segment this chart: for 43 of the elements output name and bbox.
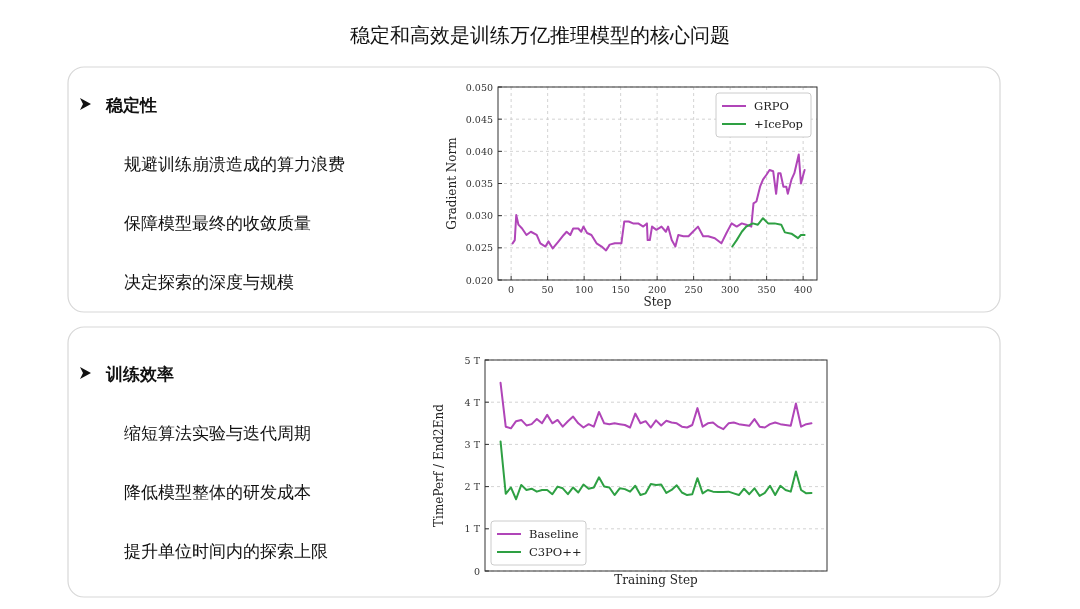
legend-label: GRPO	[754, 99, 790, 113]
y-tick-label: 0.030	[465, 210, 493, 222]
text: 保障模型最终的收敛质量	[124, 213, 311, 233]
x-tick-label: 150	[611, 284, 630, 295]
y-tick-label: 0.040	[465, 145, 493, 157]
y-tick-label: 0.045	[465, 113, 493, 125]
legend-label: +IcePop	[754, 117, 803, 131]
text: 稳定和高效是训练万亿推理模型的核心问题	[350, 23, 730, 47]
y-tick-label: 5 T	[464, 354, 481, 366]
x-tick-label: 200	[648, 284, 667, 295]
x-tick-label: 50	[541, 284, 554, 295]
x-tick-label: 350	[757, 284, 776, 295]
x-axis-title: Training Step	[614, 573, 698, 587]
line-series	[499, 440, 813, 501]
text: 缩短算法实验与迭代周期	[124, 423, 311, 443]
text: 提升单位时间内的探索上限	[124, 541, 328, 561]
y-axis-title: TimePerf / End2End	[432, 403, 446, 527]
x-tick-label: 400	[794, 284, 813, 295]
y-axis-title: Gradient Norm	[445, 136, 459, 230]
x-tick-label: 0	[508, 284, 515, 295]
y-tick-label: 0.020	[465, 274, 493, 286]
x-tick-label: 300	[721, 284, 740, 295]
x-tick-label: 250	[684, 284, 703, 295]
legend-label: Baseline	[529, 527, 579, 541]
y-tick-label: 0.025	[465, 242, 493, 254]
y-tick-label: 0.050	[465, 81, 493, 93]
x-axis-title: Step	[643, 295, 672, 309]
y-tick-label: 0	[473, 565, 480, 577]
text: 稳定性	[105, 95, 157, 115]
text: 降低模型整体的研发成本	[124, 482, 311, 502]
line-series	[499, 381, 813, 431]
x-tick-label: 100	[575, 284, 594, 295]
text: 决定探索的深度与规模	[124, 272, 294, 292]
y-tick-label: 1 T	[464, 523, 481, 535]
y-tick-label: 0.035	[465, 178, 493, 189]
text: 规避训练崩溃造成的算力浪费	[124, 154, 345, 174]
y-tick-label: 2 T	[464, 481, 481, 493]
text: 训练效率	[105, 364, 174, 384]
line-series	[511, 153, 806, 252]
y-tick-label: 3 T	[464, 438, 481, 450]
y-tick-label: 4 T	[464, 396, 481, 408]
line-series	[731, 217, 806, 248]
legend-label: C3PO++	[529, 545, 582, 559]
